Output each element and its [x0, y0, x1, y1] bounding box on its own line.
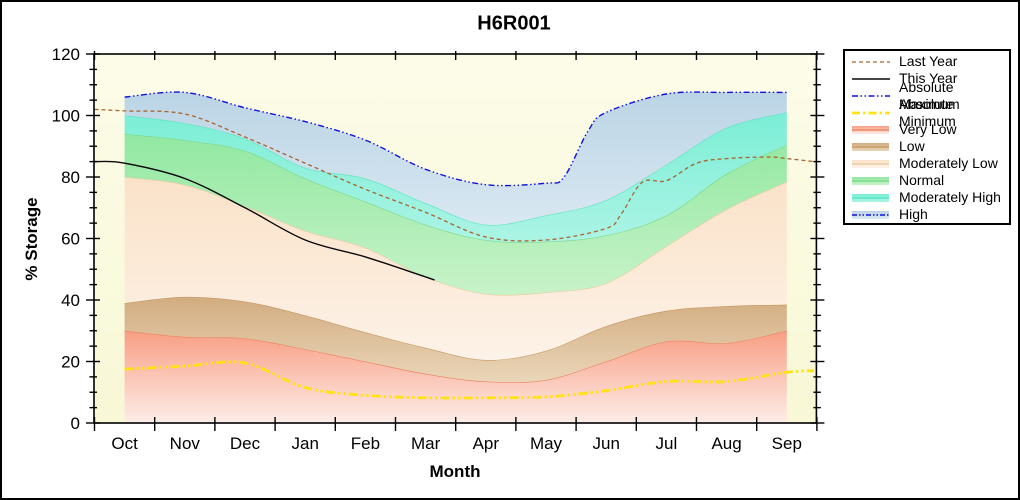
legend-label: Absolute Maximum [899, 78, 960, 112]
legend-label: Normal [899, 172, 945, 188]
legend-entry: High [851, 206, 1009, 223]
band-high [124, 92, 787, 226]
legend-label: Moderately Low [899, 155, 998, 171]
legend-entry: Absolute Minimum [851, 96, 1009, 129]
axis-ticks [86, 51, 825, 431]
legend-band-swatch [852, 210, 889, 219]
legend-band-swatch [852, 125, 889, 134]
line-absolute-minimum [124, 360, 814, 400]
legend-band-swatch [852, 159, 889, 168]
x-tick-label: May [530, 434, 563, 453]
legend-line-swatch [852, 77, 890, 80]
x-tick-label: Oct [111, 434, 138, 453]
legend-line-swatch [852, 111, 890, 114]
x-tick-label: Feb [351, 434, 380, 453]
x-tick-label: Mar [411, 434, 441, 453]
legend-label: This Year [899, 70, 958, 86]
legend-entry: Low [851, 138, 1009, 155]
x-axis-title: Month [429, 462, 481, 481]
y-tick-label: 0 [71, 414, 80, 433]
chart-title: H6R001 [477, 12, 551, 35]
x-tick-label: Jul [656, 434, 678, 453]
x-tick-label: Dec [230, 434, 261, 453]
x-tick-label: Jan [291, 434, 318, 453]
legend-line-swatch [852, 94, 890, 97]
y-tick-label: 100 [52, 107, 80, 126]
legend-label: Moderately High [899, 189, 1001, 205]
legend-band-swatch [852, 176, 889, 185]
band-moderately-high [124, 112, 787, 243]
x-tick-label: Jun [592, 434, 619, 453]
legend-band-swatch [852, 193, 889, 202]
band-normal [124, 133, 787, 295]
legend-entry: Absolute Maximum [851, 79, 1009, 112]
legend-band-swatch [852, 142, 889, 151]
y-tick-label: 20 [61, 353, 80, 372]
band-very-low [124, 330, 787, 423]
x-tick-label: Nov [170, 434, 201, 453]
plot-inner [94, 54, 817, 423]
legend-label: Last Year [899, 53, 958, 69]
band-low [124, 296, 787, 383]
y-axis-title: % Storage [22, 197, 41, 281]
legend: Last Year This Year Absolute Maximum Absolu… [843, 49, 1011, 225]
y-tick-label: 40 [61, 291, 80, 310]
legend-line-swatch [852, 60, 890, 63]
x-tick-label: Aug [711, 434, 741, 453]
legend-label: Very Low [899, 121, 957, 137]
y-tick-label: 60 [61, 230, 80, 249]
y-tick-label: 120 [52, 45, 80, 64]
legend-entry: Very Low [851, 121, 1009, 138]
legend-label: Absolute Minimum [899, 95, 956, 129]
line-last-year [94, 108, 814, 242]
y-tick-label: 80 [61, 168, 80, 187]
line-this-year [94, 160, 435, 281]
x-tick-label: Sep [772, 434, 802, 453]
legend-entry: Normal [851, 172, 1009, 189]
legend-label: High [899, 206, 928, 222]
band-moderately-low [124, 177, 787, 361]
legend-label: Low [899, 138, 925, 154]
legend-entry: Last Year [851, 53, 1009, 70]
x-tick-label: Apr [473, 434, 500, 453]
line-absolute-maximum [124, 91, 787, 187]
legend-entry: This Year [851, 70, 1009, 87]
legend-entry: Moderately High [851, 189, 1009, 206]
legend-entry: Moderately Low [851, 155, 1009, 172]
